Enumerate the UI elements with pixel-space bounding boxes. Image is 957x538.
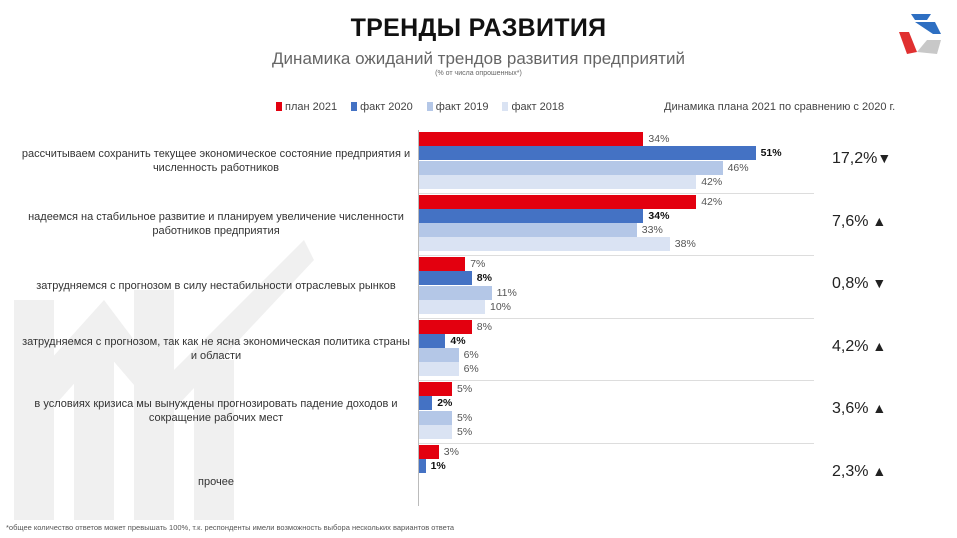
unit-note: (% от числа опрошенных*) (435, 70, 522, 77)
bar (419, 458, 426, 473)
bar (419, 362, 459, 377)
dynamics-text: 7,6% (832, 212, 869, 230)
bar (419, 132, 644, 146)
category-label: рассчитываем сохранить текущее экономиче… (21, 148, 411, 175)
category-label: затрудняемся с прогнозом, так как не ясн… (22, 335, 410, 362)
bar (419, 271, 472, 286)
dynamics-header: Динамика плана 2021 по сравнению с 2020 … (664, 101, 896, 113)
bar (419, 444, 439, 459)
bar (419, 160, 723, 175)
dynamics-text: 0,8% (832, 275, 869, 293)
legend-label: план 2021 (285, 101, 338, 113)
footnote: *общее количество ответов может превышат… (6, 523, 455, 532)
legend-item: факт 2020 (351, 101, 413, 113)
data-label: 3% (443, 445, 459, 458)
dynamics-value: 4,2% ▲ (832, 338, 886, 356)
data-label: 4% (450, 334, 466, 347)
legend-label: факт 2020 (360, 101, 413, 113)
data-label: 5% (457, 425, 473, 438)
data-label: 6% (463, 363, 479, 376)
dynamics-value: 0,8% ▼ (832, 275, 886, 293)
arrow-up-icon: ▲ (868, 212, 887, 229)
legend-swatch (426, 102, 433, 111)
page-title: ТРЕНДЫ РАЗВИТИЯ (350, 14, 607, 42)
bar (419, 319, 472, 334)
data-label: 7% (470, 258, 486, 270)
group-separator (419, 442, 814, 444)
bar (419, 174, 697, 189)
bar (419, 299, 485, 314)
bar (419, 237, 670, 252)
category-label: надеемся на стабильное развитие и планир… (28, 210, 404, 237)
page-subtitle: Динамика ожиданий трендов развития предп… (272, 49, 685, 68)
legend-swatch (276, 102, 282, 111)
bar (419, 146, 756, 161)
arrow-up-icon: ▲ (868, 462, 887, 479)
bar (419, 424, 452, 439)
data-label: 5% (457, 383, 473, 395)
category-label: прочее (198, 475, 234, 488)
group-separator (419, 255, 814, 256)
bar (419, 382, 452, 396)
logo-icon (899, 14, 941, 54)
dynamics-text: 3,6% (832, 400, 869, 418)
dynamics-text: 17,2% (832, 150, 878, 168)
data-label: 34% (648, 209, 670, 222)
bar (419, 208, 644, 223)
legend-item: факт 2019 (426, 101, 489, 113)
arrow-down-icon: ▼ (868, 275, 887, 292)
legend-label: факт 2019 (435, 101, 489, 113)
data-label: 42% (701, 195, 723, 208)
data-label: 1% (430, 459, 446, 472)
arrow-down-icon: ▼ (877, 150, 892, 167)
bar (419, 333, 446, 348)
arrow-up-icon: ▲ (868, 337, 887, 354)
bar (419, 223, 637, 238)
legend-item: факт 2018 (502, 101, 564, 113)
group-separator (419, 192, 814, 194)
bar (419, 257, 466, 271)
watermark-chart-icon (14, 240, 314, 520)
data-label: 8% (476, 272, 492, 285)
dynamics-text: 4,2% (832, 337, 869, 355)
data-label: 33% (641, 224, 663, 237)
bar (419, 194, 697, 209)
legend-swatch (502, 102, 509, 111)
data-label: 42% (701, 175, 723, 188)
dynamics-value: 3,6% ▲ (832, 400, 886, 418)
data-label: 8% (476, 320, 492, 333)
data-label: 6% (463, 349, 479, 362)
category-axis (418, 130, 419, 506)
legend-swatch (351, 102, 358, 111)
data-label: 10% (490, 300, 512, 313)
dynamics-text: 2,3% (832, 462, 869, 480)
dynamics-value: 7,6% ▲ (832, 213, 886, 231)
dynamics-value: 17,2%▼ (832, 150, 891, 168)
bar (419, 396, 433, 411)
category-label: в условиях кризиса мы вынуждены прогнози… (34, 398, 398, 425)
chart-legend: план 2021 факт 2020 факт 2019 факт 2018 (276, 101, 564, 113)
dynamics-value: 2,3% ▲ (832, 463, 886, 481)
legend-item: план 2021 (276, 101, 337, 113)
bar (419, 410, 452, 425)
data-label: 34% (648, 133, 670, 145)
bar (419, 348, 459, 363)
category-label: затрудняемся с прогнозом в силу нестабил… (36, 280, 396, 293)
group-separator (419, 317, 814, 319)
data-label: 51% (760, 147, 782, 160)
legend-label: факт 2018 (511, 101, 565, 113)
data-label: 46% (727, 161, 749, 174)
data-label: 5% (457, 411, 473, 424)
arrow-up-icon: ▲ (868, 400, 887, 417)
data-label: 38% (674, 238, 696, 251)
data-label: 2% (437, 397, 453, 410)
group-separator (419, 380, 814, 381)
data-label: 11% (496, 286, 517, 299)
bar (419, 285, 492, 300)
